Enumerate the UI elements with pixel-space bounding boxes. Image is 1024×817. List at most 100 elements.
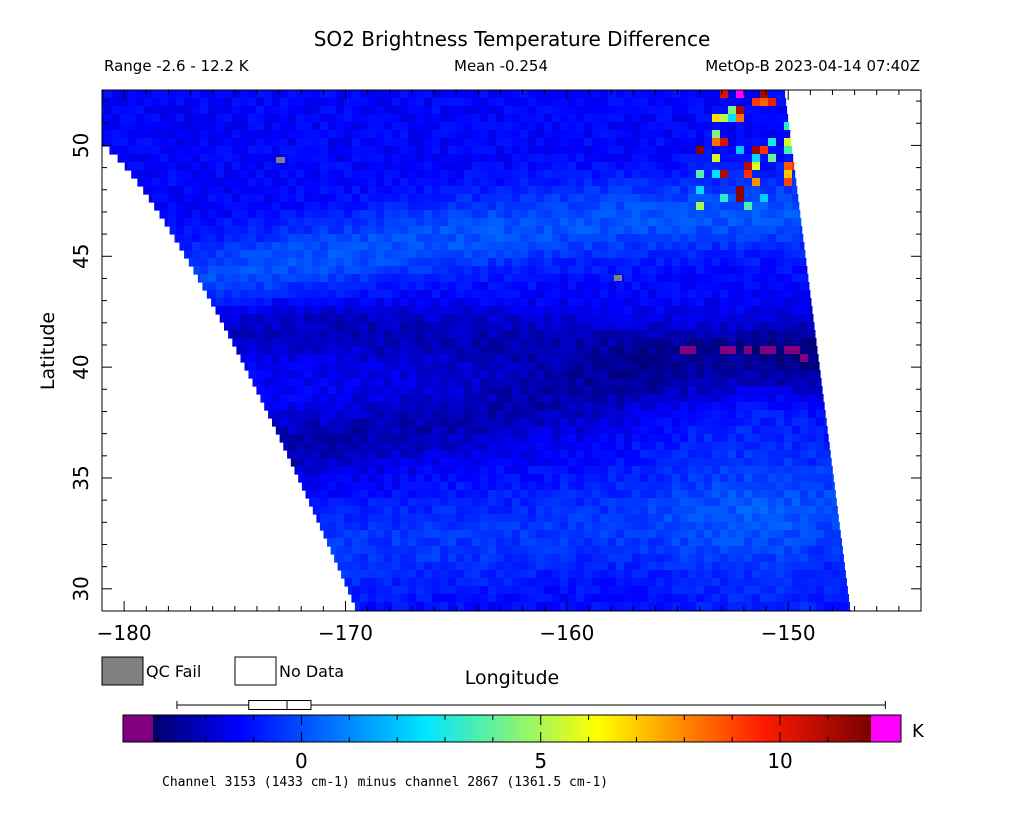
heatmap-cell (232, 154, 241, 163)
heatmap-cell (528, 562, 537, 571)
heatmap-cell (784, 434, 793, 443)
heatmap-cell (448, 122, 457, 131)
heatmap-cell (208, 202, 217, 211)
heatmap-cell (264, 154, 273, 163)
heatmap-cell (336, 98, 345, 107)
heatmap-cell (704, 378, 713, 387)
heatmap-cell (704, 98, 713, 107)
heatmap-cell (392, 218, 401, 227)
heatmap-cell (784, 498, 793, 507)
heatmap-cell (392, 402, 401, 411)
heatmap-cell (496, 418, 505, 427)
heatmap-cell (552, 426, 561, 435)
qc-fail-cell (614, 275, 622, 281)
heatmap-cell (416, 114, 425, 123)
heatmap-cell (552, 90, 561, 99)
heatmap-cell (320, 482, 329, 491)
heatmap-cell (656, 402, 665, 411)
heatmap-cell (392, 578, 401, 587)
heatmap-cell (736, 538, 745, 547)
heatmap-cell (504, 138, 513, 147)
heatmap-cell (312, 474, 321, 483)
heatmap-cell (784, 306, 793, 315)
heatmap-cell (552, 202, 561, 211)
heatmap-cell (576, 554, 585, 563)
heatmap-cell (416, 538, 425, 547)
heatmap-cell (280, 274, 289, 283)
heatmap-cell (792, 394, 801, 403)
heatmap-cell (360, 522, 369, 531)
heatmap-cell (552, 394, 561, 403)
heatmap-cell (328, 434, 337, 443)
heatmap-cell (680, 290, 689, 299)
heatmap-cell (592, 130, 601, 139)
heatmap-cell (392, 354, 401, 363)
heatmap-cell (504, 282, 513, 291)
heatmap-cell (224, 258, 233, 267)
heatmap-cell (344, 170, 353, 179)
heatmap-cell (424, 298, 433, 307)
heatmap-cell (480, 482, 489, 491)
heatmap-cell (528, 290, 537, 299)
heatmap-cell (568, 218, 577, 227)
heatmap-cell (312, 402, 321, 411)
heatmap-cell (576, 434, 585, 443)
heatmap-cell (336, 354, 345, 363)
heatmap-cell (376, 514, 385, 523)
heatmap-cell (712, 234, 721, 243)
heatmap-cell (352, 178, 361, 187)
heatmap-cell (200, 114, 209, 123)
heatmap-cell (416, 314, 425, 323)
heatmap-cell (448, 338, 457, 347)
heatmap-cell (472, 274, 481, 283)
heatmap-cell (720, 282, 729, 291)
heatmap-cell (664, 538, 673, 547)
heatmap-cell (320, 458, 329, 467)
heatmap-cell (728, 330, 737, 339)
heatmap-cell (400, 282, 409, 291)
heatmap-cell (752, 322, 761, 331)
heatmap-cell (416, 170, 425, 179)
heatmap-cell (392, 274, 401, 283)
heatmap-cell (280, 194, 289, 203)
heatmap-cell (416, 450, 425, 459)
heatmap-cell (408, 162, 417, 171)
heatmap-cell (472, 98, 481, 107)
heatmap-cell (696, 410, 705, 419)
heatmap-cell (512, 306, 521, 315)
heatmap-cell (528, 514, 537, 523)
heatmap-cell (544, 258, 553, 267)
heatmap-cell (392, 442, 401, 451)
heatmap-cell (496, 362, 505, 371)
heatmap-cell (632, 546, 641, 555)
heatmap-cell (568, 306, 577, 315)
heatmap-cell (272, 106, 281, 115)
heatmap-cell (192, 130, 201, 139)
heatmap-cell (304, 266, 313, 275)
heatmap-cell (456, 362, 465, 371)
heatmap-cell (568, 442, 577, 451)
heatmap-cell (704, 450, 713, 459)
heatmap-cell (536, 434, 545, 443)
heatmap-cell (760, 466, 769, 475)
heatmap-cell (568, 482, 577, 491)
heatmap-cell (504, 98, 513, 107)
heatmap-cell (296, 194, 305, 203)
heatmap-cell (104, 130, 113, 139)
heatmap-cell (448, 330, 457, 339)
heatmap-cell (640, 602, 649, 611)
heatmap-cell (456, 354, 465, 363)
heatmap-cell (184, 90, 193, 99)
heatmap-cell (336, 106, 345, 115)
heatmap-cell (400, 202, 409, 211)
heatmap-cell (416, 594, 425, 603)
heatmap-cell (656, 450, 665, 459)
heatmap-cell (352, 170, 361, 179)
heatmap-cell (384, 394, 393, 403)
heatmap-cell (480, 586, 489, 595)
heatmap-cell (752, 250, 761, 259)
heatmap-cell (664, 514, 673, 523)
heatmap-cell (528, 154, 537, 163)
heatmap-cell (368, 330, 377, 339)
heatmap-cell (736, 242, 745, 251)
